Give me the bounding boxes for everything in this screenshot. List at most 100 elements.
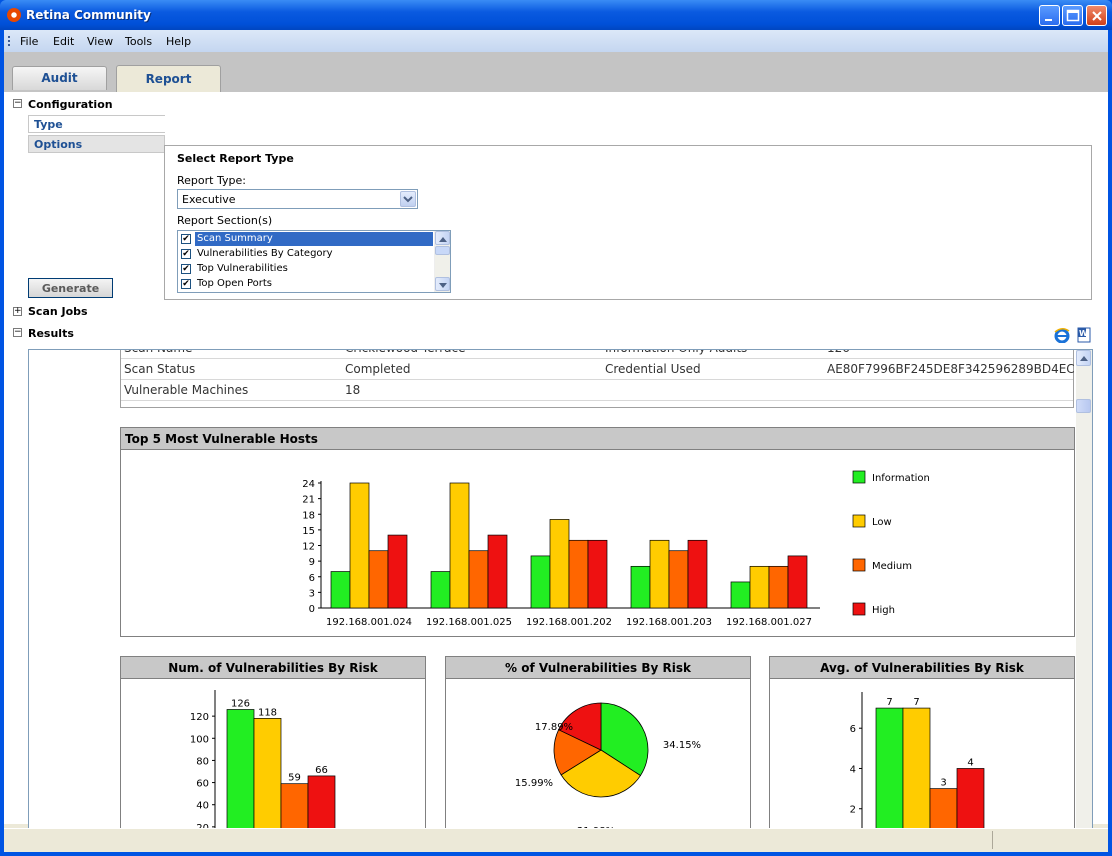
report-section-item[interactable]: ✔ Scan Summary [179,232,434,246]
top-hosts-chart-panel: Top 5 Most Vulnerable Hosts 0 3 6 9 12 15 18 21… [120,427,1075,637]
results-scrollbar[interactable] [1076,350,1092,849]
pie-slice-low [560,749,642,798]
pct-by-risk-title: % of Vulnerabilities By Risk [446,657,750,679]
x-tick-label: 192.168.001.024 [326,617,412,628]
num-by-risk-chart: 0204060801001201261185966 [190,690,355,849]
status-bar [4,828,1108,850]
bar-medium [768,565,789,609]
minimize-button[interactable] [1039,5,1060,26]
menu-help[interactable]: Help [166,35,192,48]
bar-low [902,707,931,849]
legend-swatch [852,470,866,484]
select-report-type-heading: Select Report Type [177,152,294,165]
scroll-up-button[interactable] [435,231,450,245]
menu-view[interactable]: View [87,35,114,48]
report-type-select[interactable]: Executive [177,189,418,209]
tab-audit[interactable]: Audit [12,66,107,90]
num-by-risk-title: Num. of Vulnerabilities By Risk [121,657,425,679]
bar-value-label: 4 [967,757,973,768]
report-section-checkbox[interactable]: ✔ [181,249,191,259]
bar-information [630,565,651,609]
maximize-icon [1066,9,1080,22]
pie-slice-high [558,702,602,751]
report-type-panel: Select Report Type Report Type: Executiv… [164,145,1092,300]
bar-low [749,565,770,609]
y-tick-label: 60 [196,779,209,790]
bar-value-label: 126 [231,699,250,710]
pie-label: 17.89% [535,722,573,733]
chevron-down-icon [403,196,413,203]
sections-scrollbar[interactable] [434,231,450,292]
expand-scan-jobs-icon[interactable]: + [13,306,22,316]
report-section-checkbox[interactable]: ✔ [181,234,191,244]
internet-explorer-icon[interactable] [1054,327,1070,344]
report-section-item[interactable]: ✔ Top Open Ports [179,277,434,291]
bar-medium [468,550,489,609]
results-scroll-up-button[interactable] [1076,350,1091,366]
menu-tools[interactable]: Tools [125,35,153,48]
dropdown-arrow-button[interactable] [400,191,416,207]
x-tick-label: 192.168.001.203 [626,617,712,628]
bar-low [349,482,370,609]
close-button[interactable] [1086,5,1107,26]
bar-information [530,555,551,609]
menu-edit[interactable]: Edit [53,35,75,48]
y-tick-label: 6 [309,573,315,584]
report-section-item[interactable]: ✔ Top Vulnerabilities [179,262,434,276]
results-heading: Results [28,327,74,340]
x-tick-label: 192.168.001.027 [726,617,812,628]
report-sections-list[interactable]: ✔ Scan Summary ✔ Vulnerabilities By Categor… [177,230,451,293]
bar-low [649,539,670,609]
legend-label: High [872,605,895,616]
collapse-results-icon[interactable]: − [13,327,22,337]
collapse-configuration-icon[interactable]: − [13,98,22,108]
scroll-down-button[interactable] [435,277,450,291]
legend-swatch [852,602,866,616]
bar-high [787,555,808,609]
summary-row: Scan Name Cricklewood Terrace Information … [121,350,1073,359]
nav-item-type[interactable]: Type [28,115,165,133]
word-export-icon[interactable]: W [1076,327,1092,343]
generate-button[interactable]: Generate [28,278,113,298]
y-tick-label: 120 [190,712,209,723]
bar-value-label: 3 [940,778,946,789]
y-tick-label: 21 [302,495,315,506]
summary-cell: Credential Used [605,362,701,376]
nav-item-options[interactable]: Options [28,135,165,153]
summary-row: Vulnerable Machines 18 [121,380,1073,401]
report-section-label: Top Open Ports [197,278,272,289]
report-section-checkbox[interactable]: ✔ [181,264,191,274]
report-section-checkbox[interactable]: ✔ [181,279,191,289]
legend-swatch [852,558,866,572]
bar-high [587,539,608,609]
results-viewer[interactable]: Scan Name Cricklewood Terrace Information … [28,349,1093,850]
bar-value-label: 66 [315,765,328,776]
bar-value-label: 118 [258,707,277,718]
legend-label: Information [872,473,930,484]
bar-low [549,519,570,609]
results-scroll-thumb[interactable] [1076,399,1091,413]
y-tick-label: 24 [302,479,315,490]
configuration-heading: Configuration [28,98,113,111]
tab-report[interactable]: Report [116,65,221,93]
pct-by-risk-panel: % of Vulnerabilities By Risk 34.15%31.98… [445,656,751,849]
scroll-thumb[interactable] [435,246,450,255]
scan-jobs-heading: Scan Jobs [28,305,88,318]
top-hosts-chart-title: Top 5 Most Vulnerable Hosts [121,428,1074,450]
legend-swatch [852,514,866,528]
bar-information [430,571,451,609]
tab-strip: Audit Report [4,52,1108,93]
title-bar[interactable]: Retina Community [0,0,1112,30]
bar-high [687,539,708,609]
num-by-risk-panel: Num. of Vulnerabilities By Risk 02040608… [120,656,426,849]
retina-app-icon [7,8,21,22]
report-type-value: Executive [182,193,236,206]
menu-file[interactable]: File [20,35,39,48]
y-tick-label: 3 [309,588,315,599]
y-tick-label: 2 [850,805,856,816]
maximize-button[interactable] [1062,5,1083,26]
avg-by-risk-title: Avg. of Vulnerabilities By Risk [770,657,1074,679]
bar-information [330,571,351,609]
report-section-item[interactable]: ✔ Vulnerabilities By Category [179,247,434,261]
summary-row: Scan Status Completed Credential Used AE80F… [121,359,1075,380]
